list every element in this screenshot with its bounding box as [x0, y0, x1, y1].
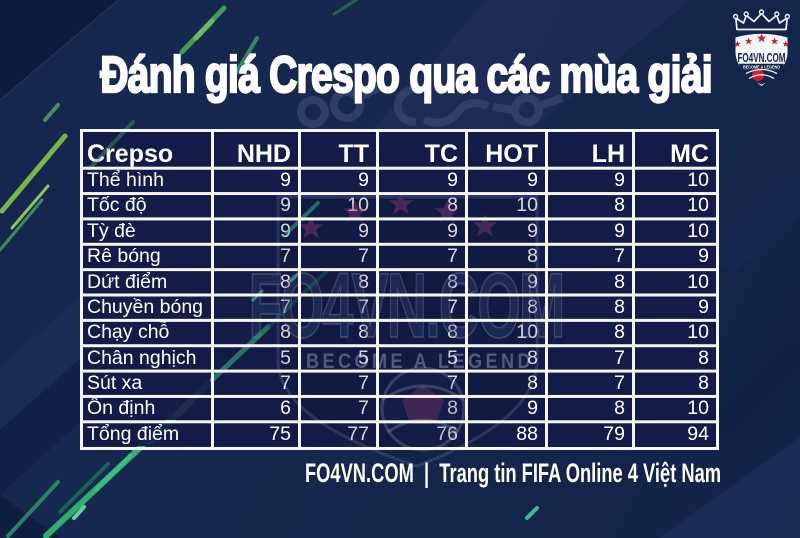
svg-text:BECOME A LEGEND: BECOME A LEGEND: [743, 65, 780, 70]
svg-text:FO4VN.COM: FO4VN.COM: [738, 50, 786, 65]
svg-text:BECOME A LEGEND: BECOME A LEGEND: [306, 350, 534, 373]
